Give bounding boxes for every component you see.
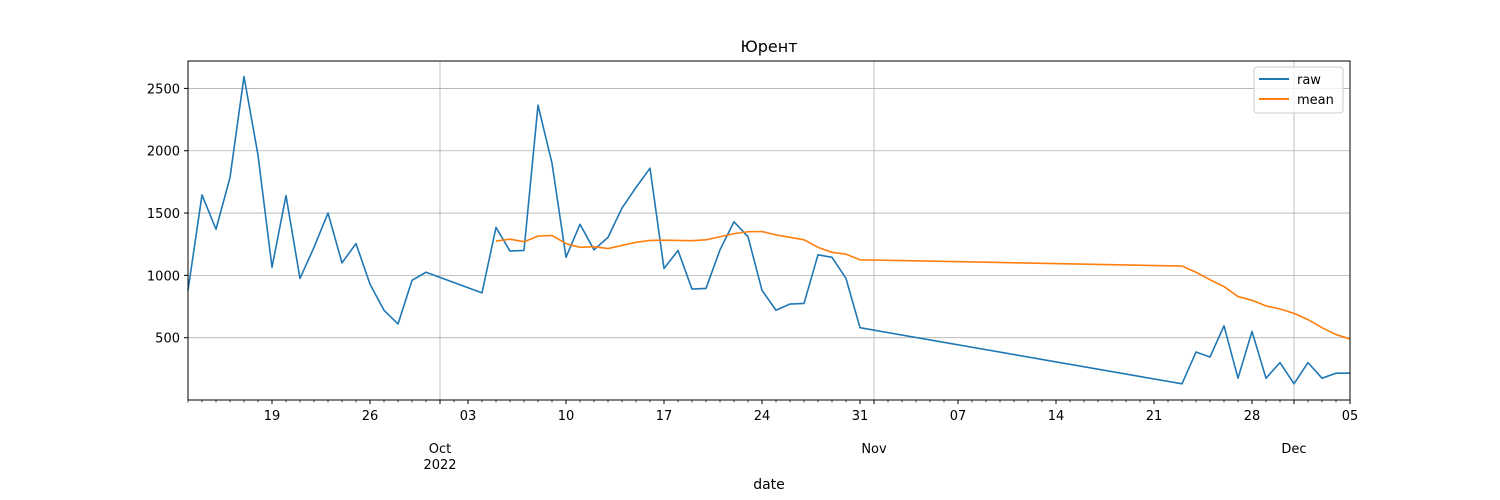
x-month-label: Dec xyxy=(1281,442,1306,457)
y-tick-label: 1000 xyxy=(147,269,180,284)
grid-lines xyxy=(188,61,1350,400)
series-lines xyxy=(187,75,1351,385)
x-tick-label: 19 xyxy=(264,409,281,424)
x-month-label: Oct xyxy=(429,442,451,457)
x-tick-label: 31 xyxy=(852,409,869,424)
legend: raw mean xyxy=(1253,66,1344,114)
x-tick-label: 07 xyxy=(950,409,967,424)
legend-mean-label: mean xyxy=(1297,93,1334,108)
y-tick-label: 2000 xyxy=(147,145,180,160)
y-tick-label: 500 xyxy=(155,332,180,347)
x-tick-label: 24 xyxy=(754,409,771,424)
x-tick-label: 14 xyxy=(1048,409,1065,424)
y-tick-label: 1500 xyxy=(147,207,180,222)
y-axis-ticks: 500 1000 1500 2000 2500 xyxy=(147,82,188,347)
chart-title: Юрент xyxy=(740,37,797,56)
x-tick-label: 03 xyxy=(460,409,477,424)
x-tick-label: 05 xyxy=(1342,409,1359,424)
x-tick-label: 28 xyxy=(1244,409,1261,424)
x-tick-label: 21 xyxy=(1146,409,1163,424)
series-line-raw xyxy=(187,75,1350,385)
series-line-mean xyxy=(495,230,1351,340)
x-tick-label: 17 xyxy=(656,409,673,424)
x-month-label: Nov xyxy=(861,442,887,457)
x-axis-label: date xyxy=(753,477,785,493)
x-tick-label: 10 xyxy=(558,409,575,424)
plot-frame xyxy=(187,60,1351,401)
x-tick-label: 26 xyxy=(362,409,379,424)
x-year-label: 2022 xyxy=(423,458,456,473)
y-tick-label: 2500 xyxy=(147,82,180,97)
legend-raw-label: raw xyxy=(1297,73,1321,88)
